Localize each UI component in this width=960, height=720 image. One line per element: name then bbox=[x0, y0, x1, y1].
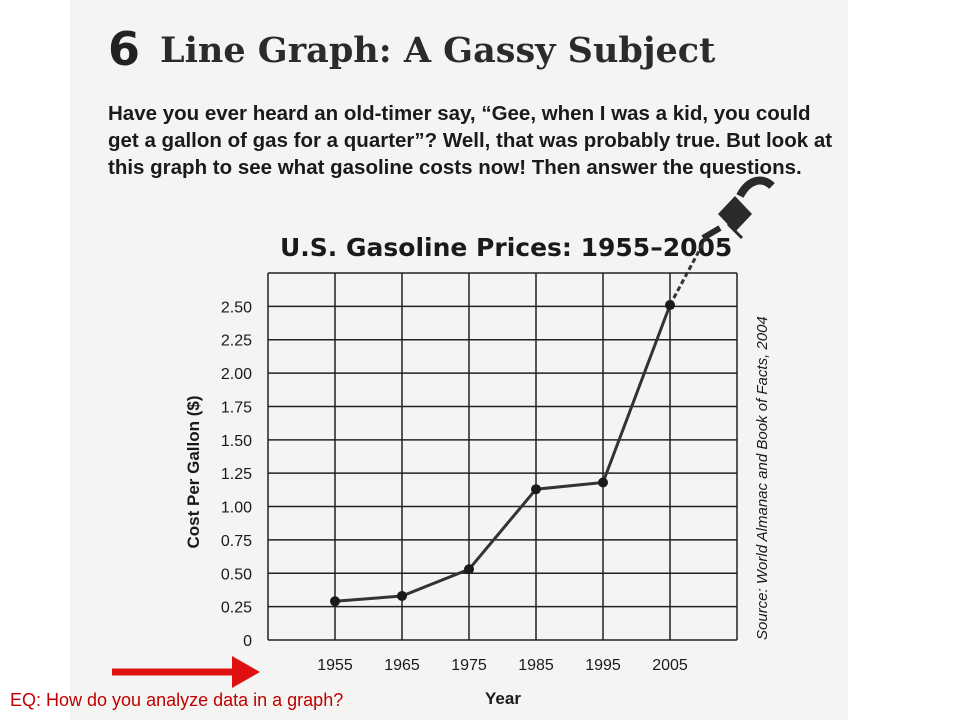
chart-grid bbox=[267, 272, 738, 641]
y-tick-label: 2.00 bbox=[221, 366, 252, 383]
intro-line: Have you ever heard an old-timer say, “G… bbox=[108, 102, 811, 125]
worksheet-scan bbox=[70, 0, 848, 720]
data-point bbox=[665, 300, 675, 311]
y-tick-label: 1.00 bbox=[221, 500, 252, 517]
data-point bbox=[598, 477, 608, 488]
intro-line: this graph to see what gasoline costs no… bbox=[108, 156, 802, 179]
price-series-line bbox=[334, 304, 672, 603]
data-point bbox=[397, 590, 407, 601]
x-tick-label: 1975 bbox=[451, 657, 487, 674]
intro-paragraph: Have you ever heard an old-timer say, “G… bbox=[108, 100, 833, 181]
x-axis-ticks: 1955 1965 1975 1985 1995 2005 bbox=[317, 657, 688, 674]
price-points bbox=[330, 300, 675, 607]
data-point bbox=[531, 484, 541, 495]
data-point bbox=[464, 564, 474, 575]
nozzle-stream-line bbox=[668, 237, 708, 306]
y-tick-label: 1.25 bbox=[221, 466, 252, 483]
lesson-number: 6 bbox=[108, 22, 141, 76]
y-tick-label: 0.25 bbox=[221, 600, 252, 617]
x-tick-label: 2005 bbox=[652, 657, 688, 674]
y-tick-label: 0.75 bbox=[221, 533, 252, 550]
gas-nozzle-icon bbox=[701, 176, 775, 241]
worksheet-title: Line Graph: A Gassy Subject bbox=[160, 30, 716, 71]
y-axis-ticks: 0 0.25 0.50 0.75 1.00 1.25 1.50 1.75 2.00 2.25 2.5… bbox=[221, 299, 252, 650]
y-axis-label: Cost Per Gallon ($) bbox=[184, 395, 203, 548]
essential-question: EQ: How do you analyze data in a graph? bbox=[10, 690, 344, 710]
y-tick-label: 0 bbox=[243, 633, 252, 650]
y-tick-label: 0.50 bbox=[221, 566, 252, 583]
y-tick-label: 1.50 bbox=[221, 433, 252, 450]
data-point bbox=[330, 596, 340, 607]
chart-title: U.S. Gasoline Prices: 1955–2005 bbox=[280, 233, 732, 262]
x-tick-label: 1995 bbox=[585, 657, 621, 674]
y-tick-label: 1.75 bbox=[221, 399, 252, 416]
x-tick-label: 1955 bbox=[317, 657, 353, 674]
intro-line: get a gallon of gas for a quarter”? Well… bbox=[108, 129, 833, 152]
chart-source: Source: World Almanac and Book of Facts,… bbox=[754, 316, 771, 640]
red-arrow bbox=[112, 656, 260, 688]
x-tick-label: 1965 bbox=[384, 657, 420, 674]
x-axis-label: Year bbox=[485, 689, 521, 708]
y-tick-label: 2.25 bbox=[221, 333, 252, 350]
x-tick-label: 1985 bbox=[518, 657, 554, 674]
y-tick-label: 2.50 bbox=[221, 299, 252, 316]
